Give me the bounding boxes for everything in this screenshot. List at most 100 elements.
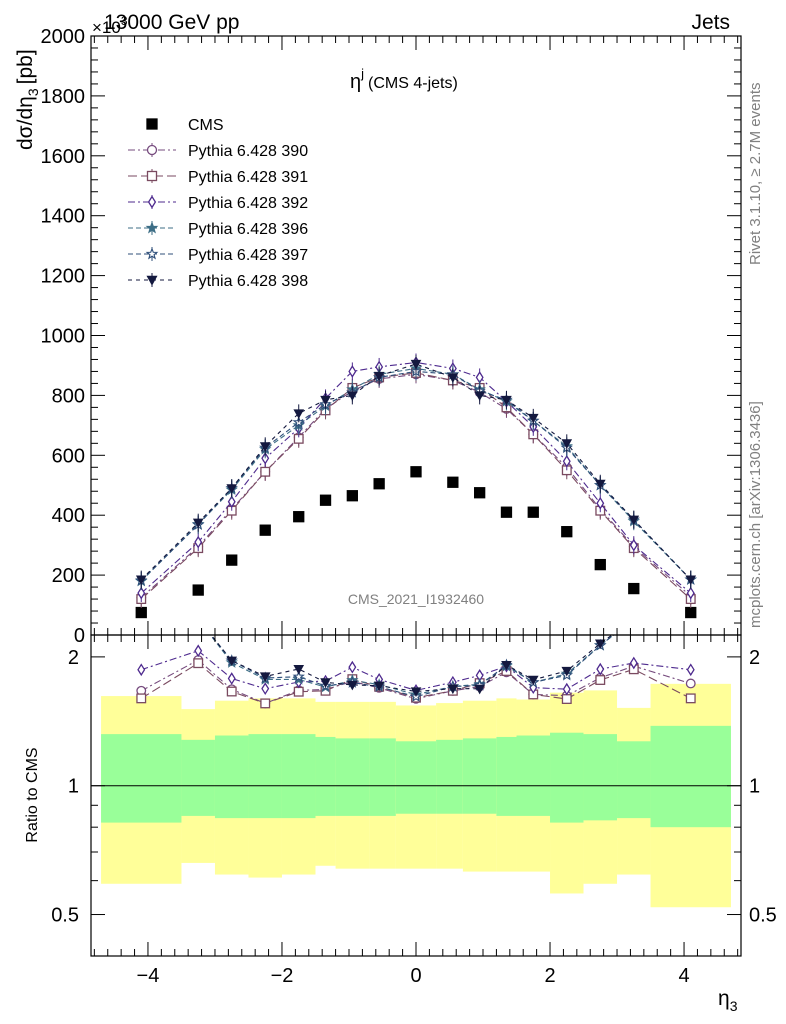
series-pythia-6-428-392-point (596, 496, 605, 510)
series-pythia-6-428-391-ratio-point (561, 694, 572, 704)
series-pythia-6-428-398-point (628, 515, 640, 526)
rivet-label: Rivet 3.1.10, ≥ 2.7M events (747, 83, 764, 266)
process-label: 13000 GeV pp (104, 11, 239, 34)
x-axis-label: η3 (718, 987, 738, 1014)
legend-label: Pythia 6.428 398 (188, 273, 308, 290)
plot-title: ηj(CMS 4-jets) (350, 66, 458, 93)
x-tick-label: 2 (544, 965, 555, 987)
series-pythia-6-428-398-point (527, 413, 539, 424)
series-pythia-6-428-398-point (373, 371, 385, 382)
series-cms-point (346, 490, 358, 502)
ratio-tick-label: 1 (68, 776, 79, 798)
series-pythia-6-428-392-ratio-point (562, 682, 571, 696)
series-cms-point (594, 558, 606, 571)
band-inner (101, 734, 182, 823)
series-pythia-6-428-392-ratio-point (348, 660, 357, 674)
legend-marker (145, 221, 159, 234)
series-cms-point (561, 526, 573, 538)
series-pythia-6-428-398-ratio-line (210, 635, 613, 693)
series-pythia-6-428-398-point (226, 484, 238, 494)
y-tick-label: 1400 (41, 206, 86, 228)
legend-label: CMS (188, 117, 224, 134)
series-pythia-6-428-398-ratio-point (561, 666, 573, 677)
band-inner (516, 735, 551, 816)
band-inner (181, 739, 215, 816)
ratio-tick-label: 2 (68, 647, 79, 669)
x-tick-label: 4 (678, 965, 689, 987)
series-pythia-6-428-391-ratio-point (193, 658, 204, 669)
legend-label: Pythia 6.428 391 (188, 169, 308, 186)
series-pythia-6-428-391-ratio-point (260, 698, 271, 709)
series-cms-point (500, 506, 513, 518)
series-pythia-6-428-392-line (140, 361, 692, 594)
x-tick-label: −2 (271, 965, 294, 987)
series-pythia-6-428-390-ratio-point (685, 678, 696, 689)
band-inner (214, 735, 249, 819)
legend-marker (146, 144, 158, 156)
series-cms-point (527, 506, 539, 518)
ratio-axis-label: Ratio to CMS (24, 747, 41, 842)
series-pythia-6-428-398-point (347, 391, 358, 401)
series-cms-point (373, 478, 385, 490)
series-pythia-6-428-398-point (192, 518, 204, 529)
series-pythia-6-428-392-point (562, 454, 571, 468)
y-tick-label: 400 (52, 505, 85, 527)
series-pythia-6-428-398-point (474, 391, 485, 401)
series-pythia-6-428-398-point (320, 395, 331, 406)
y-tick-label-zero: 0 (74, 625, 85, 647)
band-inner (436, 739, 463, 814)
series-pythia-6-428-391-point (260, 466, 271, 477)
series-pythia-6-428-398-ratio-point (226, 656, 238, 667)
axes-ticks: −4 −2 0 2 4200400600800100012001400160018002… (41, 26, 777, 987)
legend-marker (146, 118, 158, 130)
series-pythia-6-428-392-ratio-point (137, 663, 146, 677)
series-cms-point (226, 554, 238, 566)
series-pythia-6-428-391-ratio-point (595, 675, 606, 685)
series-pythia-6-428-398-ratio-point (259, 672, 271, 683)
series-cms-point (685, 606, 697, 619)
series-pythia-6-428-392-ratio-line (141, 650, 691, 691)
series-pythia-6-428-391-line (140, 372, 692, 600)
series-pythia-6-428-396-ratio-line (209, 635, 615, 696)
series-cms-point (192, 584, 204, 596)
series-pythia-6-428-392-point (137, 586, 146, 600)
series-pythia-6-428-392-ratio-point (596, 662, 605, 676)
legend-marker (145, 247, 159, 260)
y-multiplier: ×103 (92, 14, 128, 37)
series-pythia-6-428-392-ratio-point (686, 663, 695, 677)
series-pythia-6-428-398-ratio-point (594, 639, 606, 650)
series-cms-point (628, 582, 640, 595)
series-pythia-6-428-391-ratio-point (293, 686, 304, 697)
legend-label: Pythia 6.428 390 (188, 143, 308, 160)
series-pythia-6-428-392-point (194, 535, 203, 549)
y-tick-label: 1600 (41, 146, 86, 168)
series-pythia-6-428-391-ratio-point (226, 686, 237, 697)
category-label: Jets (691, 11, 730, 34)
series-pythia-6-428-391-ratio-point (685, 693, 696, 704)
mcplots-label: mcplots.cern.ch [arXiv:1306.3436] (747, 401, 764, 628)
series-pythia-6-428-392-point (348, 365, 357, 378)
y-axis-label: dσ/dη3[pb] (14, 49, 41, 150)
series-pythia-6-428-398-point (685, 575, 697, 586)
band-inner (395, 741, 437, 814)
y-tick-label: 2000 (41, 26, 86, 48)
series-pythia-6-428-398-ratio-point (410, 687, 422, 697)
series-pythia-6-428-398-ratio-point (373, 681, 385, 692)
series-pythia-6-428-392-point (629, 538, 638, 552)
series-cms-point (410, 466, 422, 478)
series-pythia-6-428-392-ratio-point (194, 644, 203, 658)
series-pythia-6-428-398-point (561, 439, 573, 449)
band-inner (650, 725, 731, 828)
series-pythia-6-428-392-ratio-point (227, 672, 236, 685)
legend-label: Pythia 6.428 392 (188, 195, 308, 212)
series-pythia-6-428-398-ratio-point (474, 684, 485, 695)
ratio-tick-label-right: 0.5 (749, 905, 777, 927)
series-cms-point (447, 476, 459, 488)
series-pythia-6-428-398-ratio-point (501, 660, 512, 671)
ratio-series (136, 635, 696, 709)
y-tick-label: 800 (52, 385, 85, 407)
y-tick-label: 1800 (41, 86, 86, 108)
series-pythia-6-428-398-point (293, 409, 305, 419)
y-tick-label: 1000 (41, 326, 86, 348)
